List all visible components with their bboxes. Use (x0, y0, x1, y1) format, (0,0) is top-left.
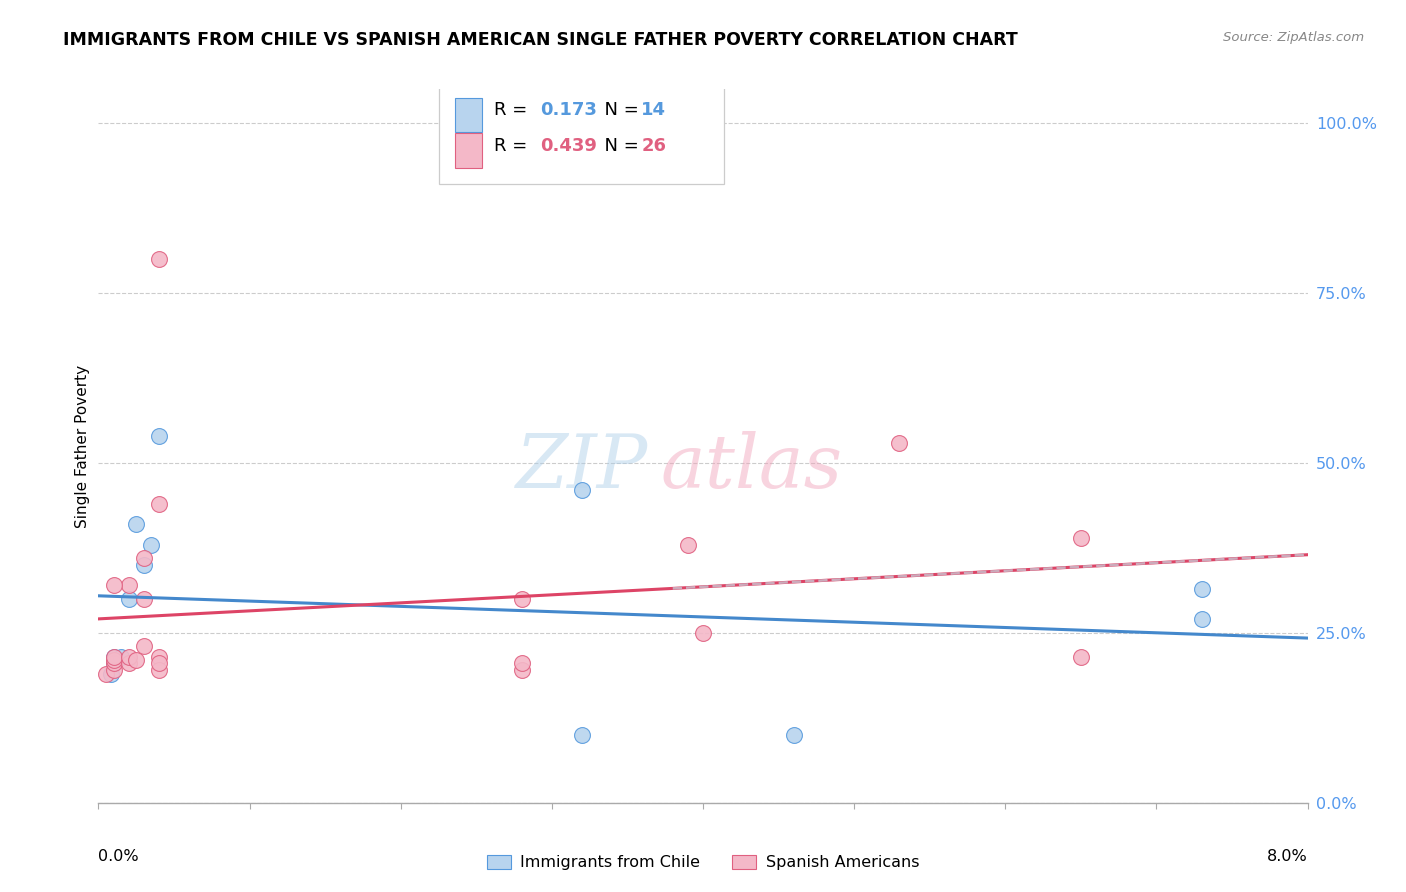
Text: R =: R = (494, 102, 533, 120)
Point (118, 649, 141, 664)
Point (889, 435, 911, 450)
Point (692, 626, 714, 640)
Point (148, 649, 170, 664)
Text: Source: ZipAtlas.com: Source: ZipAtlas.com (1223, 31, 1364, 45)
Point (510, 591, 533, 606)
Text: N =: N = (593, 137, 644, 155)
Text: 0.439: 0.439 (540, 137, 596, 155)
Point (571, 483, 593, 498)
Point (103, 657, 125, 671)
Point (148, 663, 170, 677)
Point (510, 657, 533, 671)
Text: R =: R = (494, 137, 533, 155)
Point (100, 666, 122, 681)
Text: atlas: atlas (661, 431, 842, 504)
Point (1070, 649, 1092, 664)
Point (676, 537, 699, 551)
Point (141, 537, 163, 551)
Point (148, 429, 170, 443)
Point (1191, 582, 1213, 596)
Point (132, 558, 155, 572)
Text: N =: N = (593, 102, 644, 120)
Point (103, 649, 125, 664)
Point (148, 252, 170, 266)
Point (103, 653, 125, 667)
Point (103, 649, 125, 664)
Point (132, 551, 155, 566)
Text: 8.0%: 8.0% (1267, 849, 1308, 864)
FancyBboxPatch shape (440, 87, 724, 184)
Point (94, 666, 117, 681)
Point (1191, 612, 1213, 626)
Point (103, 657, 125, 671)
Text: 0.173: 0.173 (540, 102, 596, 120)
Point (118, 591, 141, 606)
Point (510, 663, 533, 677)
Point (132, 640, 155, 654)
Point (118, 578, 141, 592)
Point (148, 657, 170, 671)
Point (571, 728, 593, 742)
FancyBboxPatch shape (456, 134, 482, 168)
Legend: Immigrants from Chile, Spanish Americans: Immigrants from Chile, Spanish Americans (481, 849, 925, 877)
Point (103, 578, 125, 592)
Point (783, 728, 806, 742)
Y-axis label: Single Father Poverty: Single Father Poverty (75, 365, 90, 527)
Point (125, 517, 148, 532)
FancyBboxPatch shape (456, 98, 482, 132)
Text: 26: 26 (641, 137, 666, 155)
Point (125, 653, 148, 667)
Point (110, 649, 132, 664)
Point (118, 657, 141, 671)
Point (148, 497, 170, 511)
Text: 0.0%: 0.0% (98, 849, 139, 864)
Text: 14: 14 (641, 102, 666, 120)
Text: ZIP: ZIP (516, 431, 648, 504)
Text: IMMIGRANTS FROM CHILE VS SPANISH AMERICAN SINGLE FATHER POVERTY CORRELATION CHAR: IMMIGRANTS FROM CHILE VS SPANISH AMERICA… (63, 31, 1018, 49)
Point (132, 591, 155, 606)
Point (1070, 531, 1092, 545)
Point (103, 663, 125, 677)
